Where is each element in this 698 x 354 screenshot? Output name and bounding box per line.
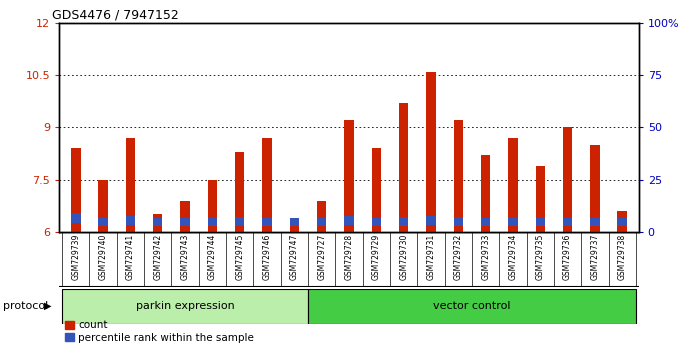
Bar — [153, 215, 163, 232]
Text: GSM729731: GSM729731 — [426, 234, 436, 280]
Bar — [62, 289, 308, 324]
Text: GSM729741: GSM729741 — [126, 234, 135, 280]
Bar — [508, 218, 518, 225]
Bar — [71, 213, 80, 223]
Text: GSM729733: GSM729733 — [481, 234, 490, 280]
Bar — [508, 138, 518, 232]
Text: GSM729743: GSM729743 — [181, 234, 190, 280]
Bar — [207, 218, 217, 225]
Bar — [399, 217, 408, 225]
Text: parkin expression: parkin expression — [135, 301, 235, 311]
Bar — [591, 218, 600, 225]
Bar — [308, 289, 636, 324]
Text: GSM729744: GSM729744 — [208, 234, 217, 280]
Text: GSM729745: GSM729745 — [235, 234, 244, 280]
Bar — [618, 211, 627, 232]
Text: GSM729737: GSM729737 — [591, 234, 600, 280]
Bar — [591, 145, 600, 232]
Bar — [371, 148, 381, 232]
Bar — [180, 200, 190, 232]
Bar — [371, 218, 381, 225]
Text: GSM729747: GSM729747 — [290, 234, 299, 280]
Text: protocol: protocol — [3, 301, 49, 311]
Text: GSM729738: GSM729738 — [618, 234, 627, 280]
Bar — [317, 200, 327, 232]
Bar — [535, 218, 545, 225]
Text: GSM729739: GSM729739 — [71, 234, 80, 280]
Bar — [126, 138, 135, 232]
Text: GSM729732: GSM729732 — [454, 234, 463, 280]
Bar — [481, 155, 491, 232]
Text: GSM729727: GSM729727 — [317, 234, 326, 280]
Text: GDS4476 / 7947152: GDS4476 / 7947152 — [52, 9, 179, 22]
Bar — [563, 218, 572, 225]
Text: GSM729730: GSM729730 — [399, 234, 408, 280]
Bar — [426, 72, 436, 232]
Bar — [426, 216, 436, 225]
Bar — [317, 218, 327, 225]
Text: GSM729746: GSM729746 — [262, 234, 272, 280]
Bar — [454, 120, 463, 232]
Text: GSM729728: GSM729728 — [345, 234, 353, 280]
Legend: count, percentile rank within the sample: count, percentile rank within the sample — [64, 320, 254, 343]
Bar — [71, 148, 80, 232]
Bar — [262, 218, 272, 225]
Bar — [126, 216, 135, 225]
Bar — [153, 218, 163, 225]
Text: GSM729734: GSM729734 — [508, 234, 517, 280]
Text: GSM729736: GSM729736 — [563, 234, 572, 280]
Bar — [235, 152, 244, 232]
Bar — [98, 218, 107, 225]
Bar — [563, 127, 572, 232]
Bar — [399, 103, 408, 232]
Bar — [235, 217, 244, 225]
Bar — [454, 217, 463, 225]
Bar — [207, 180, 217, 232]
Bar — [180, 218, 190, 225]
Bar — [535, 166, 545, 232]
Bar — [290, 218, 299, 232]
Bar — [618, 218, 627, 225]
Bar — [344, 120, 354, 232]
Text: ▶: ▶ — [44, 301, 52, 311]
Bar — [481, 218, 491, 225]
Text: vector control: vector control — [433, 301, 511, 311]
Bar — [262, 138, 272, 232]
Bar — [290, 218, 299, 225]
Text: GSM729740: GSM729740 — [98, 234, 107, 280]
Text: GSM729742: GSM729742 — [153, 234, 162, 280]
Text: GSM729735: GSM729735 — [536, 234, 545, 280]
Bar — [98, 180, 107, 232]
Text: GSM729729: GSM729729 — [372, 234, 381, 280]
Bar — [344, 216, 354, 225]
